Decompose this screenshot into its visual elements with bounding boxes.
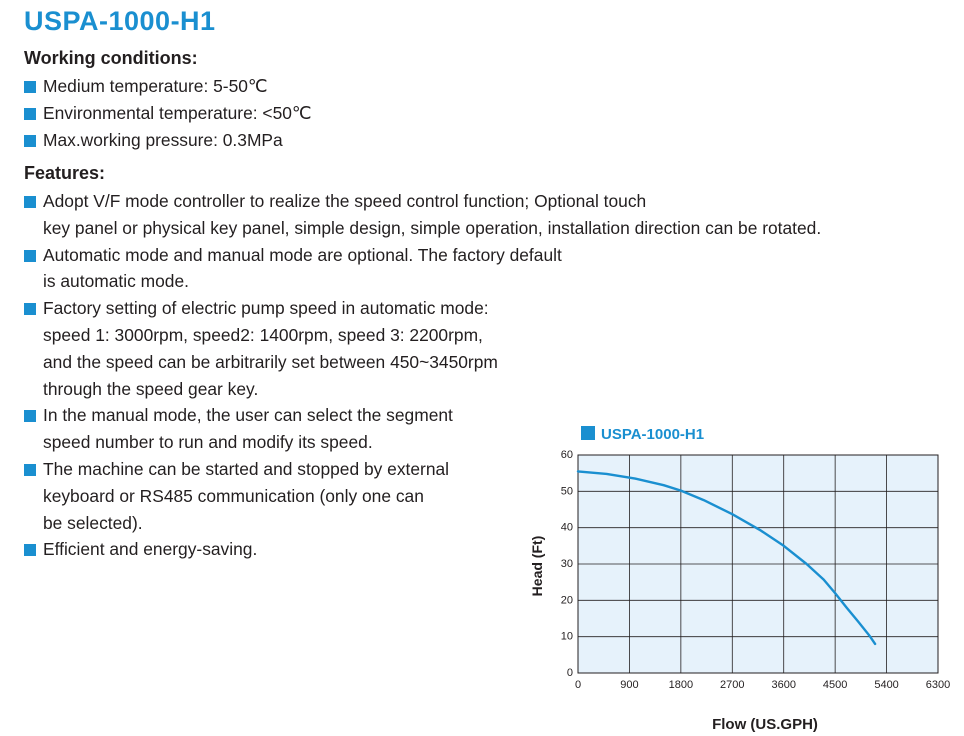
x-tick-label: 3600: [771, 679, 795, 691]
bullet-text-line: Factory setting of electric pump speed i…: [43, 298, 489, 319]
working-condition-item: Max.working pressure: 0.3MPa: [24, 127, 311, 154]
bullet-text-line: keyboard or RS485 communication (only on…: [43, 485, 424, 506]
bullet-square-icon: [24, 303, 36, 316]
bullet-text-line: be selected).: [43, 512, 143, 533]
plot-frame: [577, 454, 939, 674]
bullet-text-line: Environmental temperature: <50℃: [43, 102, 312, 123]
y-tick-label: 50: [561, 485, 573, 497]
bullet-text-line: Adopt V/F mode controller to realize the…: [43, 191, 647, 211]
series-line: [576, 470, 877, 646]
features-list: Adopt V/F mode controller to realize the…: [24, 188, 821, 563]
working-conditions-list: Medium temperature: 5-50℃ Environmental t…: [24, 73, 311, 153]
y-tick-label: 60: [561, 449, 573, 461]
bullet-text-line: Efficient and energy-saving.: [43, 539, 258, 560]
feature-item: Factory setting of electric pump speed i…: [24, 295, 821, 402]
features-heading: Features:: [24, 163, 106, 183]
bullet-text-line: through the speed gear key.: [43, 378, 259, 399]
feature-item: Adopt V/F mode controller to realize the…: [24, 188, 821, 242]
x-tick-label: 900: [620, 679, 638, 691]
bullet-text-line: In the manual mode, the user can select …: [43, 405, 453, 426]
x-tick-label: 6300: [926, 679, 950, 691]
page-title: USPA-1000-H1: [24, 6, 216, 36]
y-tick-label: 10: [561, 631, 573, 643]
x-tick-label: 1800: [669, 679, 693, 691]
bullet-text-line: speed 1: 3000rpm, speed2: 1400rpm, speed…: [43, 324, 483, 345]
legend-square-icon: [581, 426, 595, 440]
bullet-text-line: and the speed can be arbitrarily set bet…: [43, 351, 498, 372]
bullet-text-line: Automatic mode and manual mode are optio…: [43, 244, 562, 265]
y-tick-label: 30: [561, 558, 573, 570]
bullet-text-line: Medium temperature: 5-50℃: [43, 76, 268, 96]
x-tick-label: 4500: [823, 679, 847, 691]
y-tick-label: 0: [567, 667, 573, 679]
bullet-text-line: is automatic mode.: [43, 271, 189, 292]
x-tick-label: 5400: [874, 679, 898, 691]
working-condition-item: Medium temperature: 5-50℃: [24, 73, 311, 100]
feature-item: The machine can be started and stopped b…: [24, 456, 821, 536]
x-tick-label: 0: [575, 679, 581, 691]
working-conditions-heading: Working conditions:: [24, 48, 198, 68]
feature-item: In the manual mode, the user can select …: [24, 402, 821, 456]
chart-title: USPA-1000-H1: [601, 426, 704, 443]
bullet-square-icon: [24, 196, 36, 208]
y-tick-label: 20: [561, 594, 573, 606]
bullet-square-icon: [24, 544, 36, 557]
bullet-square-icon: [24, 463, 36, 476]
y-tick-label: 40: [561, 522, 573, 534]
bullet-square-icon: [24, 249, 36, 262]
bullet-text-line: Max.working pressure: 0.3MPa: [43, 129, 283, 150]
bullet-square-icon: [24, 134, 36, 147]
bullet-text-line: The machine can be started and stopped b…: [43, 458, 450, 479]
bullet-text-line: speed number to run and modify its speed…: [43, 432, 373, 453]
bullet-text-line: key panel or physical key panel, simple …: [43, 217, 822, 238]
bullet-square-icon: [24, 107, 36, 120]
x-tick-label: 2700: [720, 679, 744, 691]
x-axis-label: Flow (US.GPH): [712, 716, 818, 733]
bullet-square-icon: [24, 81, 36, 93]
feature-item: Efficient and energy-saving.: [24, 536, 821, 563]
bullet-square-icon: [24, 410, 36, 423]
working-condition-item: Environmental temperature: <50℃: [24, 100, 311, 127]
feature-item: Automatic mode and manual mode are optio…: [24, 242, 821, 296]
y-axis-label: Head (Ft): [529, 536, 545, 597]
